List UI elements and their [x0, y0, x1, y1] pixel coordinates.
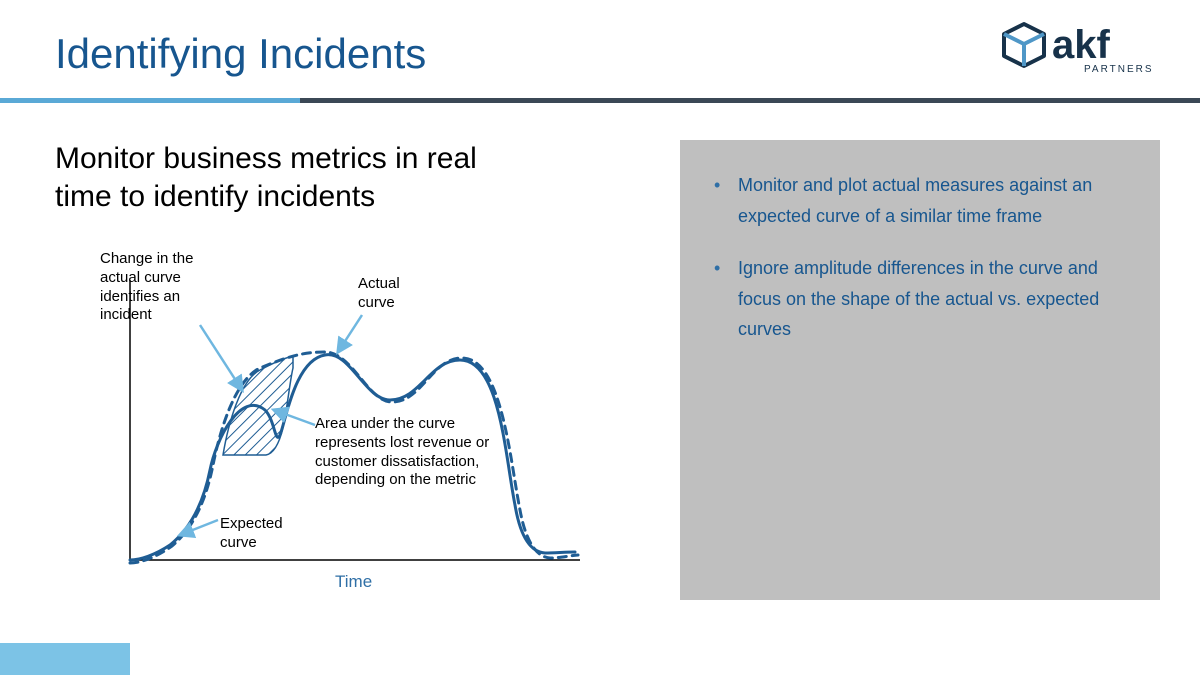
- page-title: Identifying Incidents: [55, 30, 426, 78]
- incident-chart: Change in the actual curve identifies an…: [100, 260, 620, 640]
- sidebar-item: Monitor and plot actual measures against…: [714, 170, 1126, 231]
- logo-text-main: akf: [1052, 23, 1110, 67]
- sidebar-item: Ignore amplitude differences in the curv…: [714, 253, 1126, 345]
- cube-icon: [1004, 24, 1044, 66]
- subhead-line-1: Monitor business metrics in real: [55, 142, 477, 175]
- title-divider: [0, 98, 1200, 103]
- sidebar-panel: Monitor and plot actual measures against…: [680, 140, 1160, 600]
- annotation-actual-curve: Actual curve: [358, 275, 400, 313]
- annotation-area: Area under the curve represents lost rev…: [315, 415, 489, 490]
- divider-dark: [300, 98, 1200, 103]
- subheading: Monitor business metrics in real time to…: [55, 140, 477, 215]
- logo-text-sub: PARTNERS: [1084, 64, 1154, 75]
- divider-light: [0, 98, 300, 103]
- annotation-incident: Change in the actual curve identifies an…: [100, 250, 193, 325]
- footer-accent: [0, 643, 130, 675]
- brand-logo: akf PARTNERS: [1000, 20, 1160, 80]
- sidebar-list: Monitor and plot actual measures against…: [714, 170, 1126, 345]
- x-axis-label: Time: [335, 572, 372, 592]
- annotation-expected-curve: Expected curve: [220, 515, 283, 553]
- subhead-line-2: time to identify incidents: [55, 180, 375, 213]
- slide: Identifying Incidents akf PARTNERS Monit…: [0, 0, 1200, 675]
